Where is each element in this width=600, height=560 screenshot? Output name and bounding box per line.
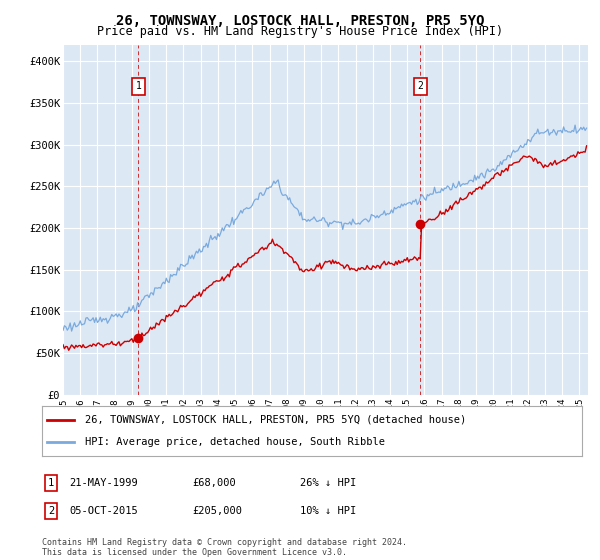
Text: 26, TOWNSWAY, LOSTOCK HALL, PRESTON, PR5 5YQ: 26, TOWNSWAY, LOSTOCK HALL, PRESTON, PR5… <box>116 14 484 28</box>
Text: £68,000: £68,000 <box>192 478 236 488</box>
Text: £205,000: £205,000 <box>192 506 242 516</box>
Text: 21-MAY-1999: 21-MAY-1999 <box>69 478 138 488</box>
Text: 2: 2 <box>48 506 54 516</box>
Text: 2: 2 <box>417 81 423 91</box>
Text: 1: 1 <box>48 478 54 488</box>
Text: 1: 1 <box>136 81 142 91</box>
Text: Contains HM Land Registry data © Crown copyright and database right 2024.
This d: Contains HM Land Registry data © Crown c… <box>42 538 407 557</box>
Text: 26% ↓ HPI: 26% ↓ HPI <box>300 478 356 488</box>
Text: 26, TOWNSWAY, LOSTOCK HALL, PRESTON, PR5 5YQ (detached house): 26, TOWNSWAY, LOSTOCK HALL, PRESTON, PR5… <box>85 414 466 424</box>
Text: 10% ↓ HPI: 10% ↓ HPI <box>300 506 356 516</box>
Text: HPI: Average price, detached house, South Ribble: HPI: Average price, detached house, Sout… <box>85 437 385 447</box>
Text: 05-OCT-2015: 05-OCT-2015 <box>69 506 138 516</box>
Text: Price paid vs. HM Land Registry's House Price Index (HPI): Price paid vs. HM Land Registry's House … <box>97 25 503 38</box>
